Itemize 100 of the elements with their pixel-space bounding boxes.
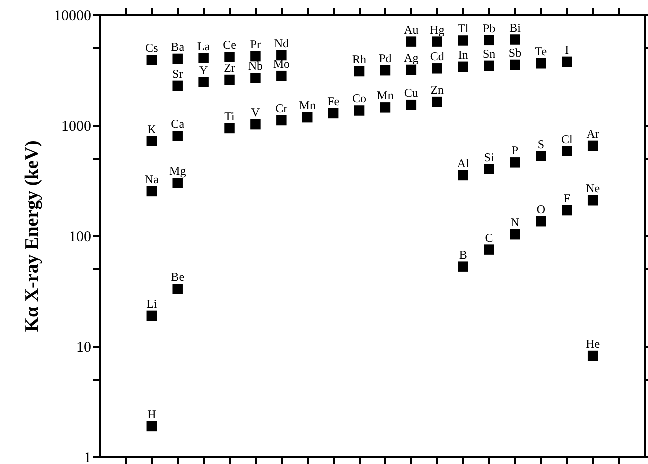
data-label: Tl	[458, 22, 470, 36]
point	[406, 64, 417, 76]
data-label: Zr	[224, 61, 236, 76]
data-label: Ca	[171, 117, 186, 132]
point	[354, 66, 365, 77]
data-label: He	[586, 337, 600, 352]
point	[458, 170, 468, 181]
data-label: Hg	[430, 22, 445, 37]
point	[536, 58, 546, 69]
data-label: Nb	[248, 59, 264, 74]
data-label: Pd	[379, 52, 392, 66]
point	[146, 310, 158, 322]
point	[484, 164, 494, 174]
data-label: Mn	[377, 88, 394, 103]
point	[380, 65, 391, 76]
data-label: Zn	[430, 83, 444, 98]
point	[536, 216, 546, 227]
data-label: I	[565, 42, 570, 57]
point	[172, 178, 183, 188]
point	[302, 112, 313, 123]
point	[172, 80, 183, 92]
point	[458, 62, 468, 72]
point	[354, 106, 365, 116]
data-label: Cs	[146, 41, 159, 56]
point	[250, 119, 261, 130]
point	[458, 262, 468, 272]
data-label: La	[197, 39, 211, 54]
point	[328, 108, 339, 119]
point	[510, 34, 520, 45]
data-label: Co	[352, 92, 367, 106]
point	[146, 136, 158, 146]
point	[432, 36, 443, 47]
data-label: Ne	[586, 182, 600, 196]
data-label: Te	[535, 44, 548, 59]
data-label: Be	[171, 270, 185, 284]
point	[562, 146, 572, 156]
data-label: Mg	[170, 164, 186, 178]
data-label: B	[459, 248, 468, 262]
point	[172, 131, 183, 142]
point	[276, 70, 287, 82]
point	[276, 115, 287, 126]
data-label: Y	[199, 63, 208, 78]
data-label: Ba	[171, 40, 186, 54]
point	[198, 53, 209, 64]
data-label: Sr	[172, 66, 184, 81]
point	[484, 60, 494, 72]
data-label: Ar	[586, 126, 600, 141]
data-label: P	[512, 144, 519, 158]
y-axis-title: Kα X-ray Energy (keV)	[22, 140, 43, 332]
point	[588, 196, 598, 206]
data-label: Li	[146, 296, 158, 311]
point	[172, 54, 183, 64]
data-label: Cu	[404, 86, 418, 100]
data-label: Cl	[561, 132, 574, 146]
point	[198, 77, 209, 88]
point	[146, 55, 158, 66]
point	[276, 50, 287, 61]
point	[432, 64, 443, 74]
point	[224, 74, 235, 86]
data-label: Mn	[299, 98, 316, 113]
point	[250, 51, 261, 62]
y-tick-label: 10000	[54, 8, 92, 24]
y-tick-label: 100	[69, 230, 92, 246]
data-label: K	[148, 122, 157, 136]
point	[146, 186, 158, 197]
data-label: V	[251, 106, 260, 120]
data-label: In	[458, 48, 468, 62]
data-label: Rh	[352, 52, 367, 67]
data-label: S	[538, 137, 545, 152]
data-label: Au	[404, 22, 419, 37]
data-label: Ag	[404, 50, 419, 65]
y-tick-label: 1	[84, 450, 92, 464]
data-label: Al	[457, 156, 470, 170]
data-label: Pb	[482, 21, 496, 36]
data-label: Ti	[224, 109, 236, 124]
point	[562, 56, 572, 68]
point	[458, 36, 468, 46]
data-label: Na	[144, 172, 160, 186]
point	[406, 100, 417, 110]
data-label: O	[536, 202, 546, 217]
point	[224, 52, 235, 62]
data-label: H	[148, 407, 157, 422]
point	[562, 205, 572, 216]
point	[406, 36, 417, 47]
data-label: Sb	[508, 46, 522, 60]
point	[484, 244, 494, 255]
point	[380, 102, 391, 113]
y-tick-label: 1000	[62, 119, 92, 135]
data-label: Fe	[328, 94, 340, 108]
point	[432, 96, 443, 108]
data-label: Mo	[273, 57, 290, 72]
point	[172, 284, 183, 294]
data-label: Bi	[510, 20, 522, 35]
point	[510, 229, 520, 240]
point	[224, 123, 235, 134]
data-label: Pr	[250, 38, 262, 52]
data-label: N	[510, 216, 520, 230]
data-label: Cr	[276, 101, 288, 116]
data-label: F	[564, 192, 571, 206]
point	[588, 140, 598, 152]
